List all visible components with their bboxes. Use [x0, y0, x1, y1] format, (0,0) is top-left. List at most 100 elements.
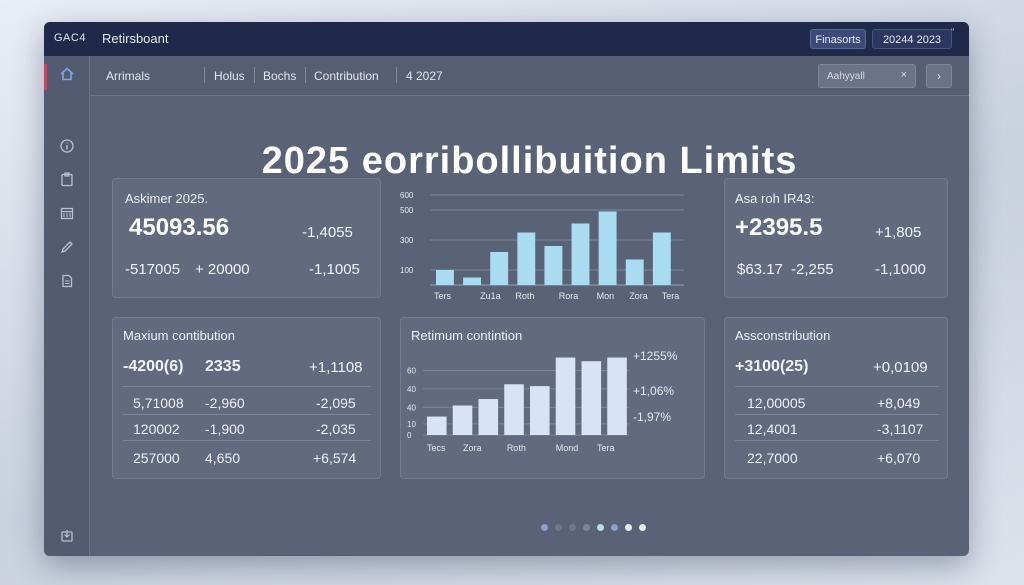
bar [625, 259, 644, 285]
card-row-value: -2,255 [791, 261, 834, 278]
table-cell: 12,00005 [747, 395, 806, 411]
table-cell: +6,070 [877, 450, 921, 466]
bar [555, 357, 576, 435]
bar [463, 277, 482, 285]
card-head-value: -4200(6) [123, 358, 184, 375]
row-divider [123, 414, 371, 415]
bar [478, 399, 499, 435]
clear-search-icon[interactable]: × [900, 69, 907, 81]
card-delta: +1,805 [875, 224, 922, 241]
breadcrumb-item[interactable]: Contribution [314, 69, 379, 83]
summary-card-top-left: Askimer 2025. 45093.56 -1,4055 -517005 +… [112, 178, 381, 298]
bar [598, 211, 617, 285]
x-tick-label: Roth [507, 443, 526, 453]
x-tick-label: Mon [597, 291, 615, 301]
y-tick-label: 100 [400, 266, 414, 275]
breadcrumb: Arrimals Holus Bochs Contribution 4 2027… [90, 56, 969, 96]
table-cell: 22,7000 [747, 450, 798, 466]
pagination-dot[interactable] [597, 524, 604, 531]
sidebar-active-marker [44, 64, 47, 90]
x-tick-label: Mond [556, 443, 579, 453]
bar [504, 384, 524, 435]
breadcrumb-divider [254, 67, 255, 83]
pagination-dot[interactable] [625, 524, 632, 531]
year-selector-button[interactable]: 20244 2023 [872, 29, 952, 49]
table-cell: -1,900 [205, 421, 245, 437]
pagination-dot[interactable] [541, 524, 548, 531]
card-head-value: +3100(25) [735, 358, 809, 375]
y-tick-label: 300 [400, 236, 414, 245]
breadcrumb-item[interactable]: Holus [214, 69, 245, 83]
card-head-value: 2335 [205, 358, 241, 375]
bar [490, 252, 509, 285]
card-big-value: +2395.5 [735, 214, 823, 241]
card-label: Assconstribution [735, 328, 831, 343]
row-divider [735, 386, 939, 387]
sidebar [44, 56, 90, 556]
card-head-value: +1,1108 [309, 359, 363, 376]
calendar-icon[interactable] [57, 205, 77, 225]
breadcrumb-divider [204, 67, 205, 83]
bar [581, 361, 602, 435]
card-delta: -1,4055 [302, 224, 353, 241]
card-label: Asa roh IR43: [735, 191, 815, 206]
retirement-bar-chart: 60 40 40 10 0 Tecs Zora Roth Mond Tera +1255% +1,06… [407, 349, 678, 453]
y-tick-label: 60 [407, 366, 416, 375]
pagination-dot[interactable] [583, 524, 590, 531]
app-code: GAC4 [54, 32, 86, 44]
card-label: Maxium contibution [123, 328, 235, 343]
table-cell: -2,960 [205, 395, 245, 411]
title-bar-mark: " [951, 27, 955, 37]
row-divider [123, 386, 371, 387]
card-label: Askimer 2025. [125, 191, 209, 206]
search-value: Aahyyall [827, 71, 865, 82]
chart-annotation: +1,06% [633, 384, 674, 398]
y-tick-label: 40 [407, 403, 416, 412]
y-tick-label: 500 [400, 206, 414, 215]
bar [652, 232, 671, 285]
title-bar: GAC4 Retirsboant Finasorts 20244 2023 " [44, 22, 969, 56]
info-icon[interactable] [57, 138, 77, 158]
pagination-dot[interactable] [555, 524, 562, 531]
retirement-contribution-card: Retimum contintion 60 40 40 10 0 Tecs Zora Roth… [400, 317, 705, 479]
x-tick-label: Tera [662, 291, 680, 301]
chart-annotation: -1,97% [633, 410, 671, 424]
x-tick-label: Roth [515, 291, 534, 301]
page-title: 2025 eorribollibuition Limits [261, 140, 798, 182]
search-input[interactable]: Aahyyall × [818, 64, 916, 88]
breadcrumb-item[interactable]: 4 2027 [406, 69, 443, 83]
bar [530, 386, 550, 435]
table-cell: -2,095 [316, 395, 356, 411]
next-button[interactable]: › [926, 64, 952, 88]
breadcrumb-item[interactable]: Arrimals [106, 69, 150, 83]
pagination-dot[interactable] [569, 524, 576, 531]
table-cell: 5,71008 [133, 395, 184, 411]
pagination-dot[interactable] [639, 524, 646, 531]
bar [427, 416, 447, 435]
export-icon[interactable] [57, 528, 77, 548]
breadcrumb-divider [305, 67, 306, 83]
table-cell: 120002 [133, 421, 180, 437]
table-cell: +6,574 [313, 450, 357, 466]
x-tick-label: Zora [463, 443, 482, 453]
home-icon[interactable] [57, 66, 77, 86]
summary-card-top-right: Asa roh IR43: +2395.5 +1,805 $63.17 -2,2… [724, 178, 948, 298]
table-cell: -2,035 [316, 421, 356, 437]
top-bar-chart: 600 500 300 100 Ters Zu1a Roth Rora Mon Zora Tera [400, 191, 684, 301]
finance-button[interactable]: Finasorts [810, 29, 866, 49]
pagination-dot[interactable] [611, 524, 618, 531]
document-icon[interactable] [57, 273, 77, 293]
card-row-value: + 20000 [195, 261, 250, 278]
clipboard-icon[interactable] [57, 171, 77, 191]
table-cell: 257000 [133, 450, 180, 466]
y-tick-label: 40 [407, 385, 416, 394]
table-cell: 12,4001 [747, 421, 798, 437]
card-head-value: +0,0109 [873, 359, 928, 376]
breadcrumb-divider [396, 67, 397, 83]
chevron-down-icon[interactable] [57, 550, 77, 556]
bar [571, 223, 590, 285]
breadcrumb-item[interactable]: Bochs [263, 69, 297, 83]
card-big-value: 45093.56 [129, 214, 230, 241]
table-cell: -3,1107 [877, 421, 924, 437]
pen-icon[interactable] [57, 239, 77, 259]
